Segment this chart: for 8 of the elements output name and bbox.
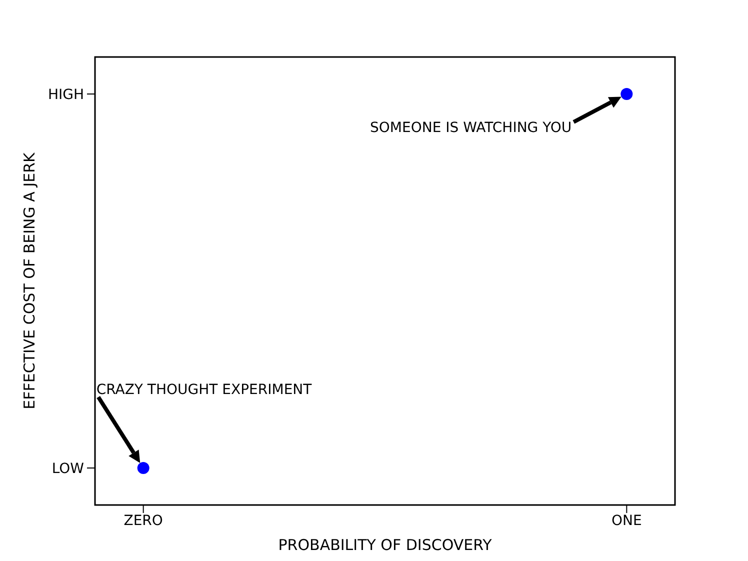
y-axis-title: EFFECTIVE COST OF BEING A JERK [20,151,38,410]
annotation: CRAZY THOUGHT EXPERIMENT [96,382,312,398]
x-tick-label: ZERO [124,512,163,529]
text: LOW [52,460,84,477]
text: HIGH [48,86,84,103]
x-tick-label: ONE [611,512,642,529]
x-axis-title: PROBABILITY OF DISCOVERY [278,536,493,554]
annotation: SOMEONE IS WATCHING YOU [370,120,572,136]
